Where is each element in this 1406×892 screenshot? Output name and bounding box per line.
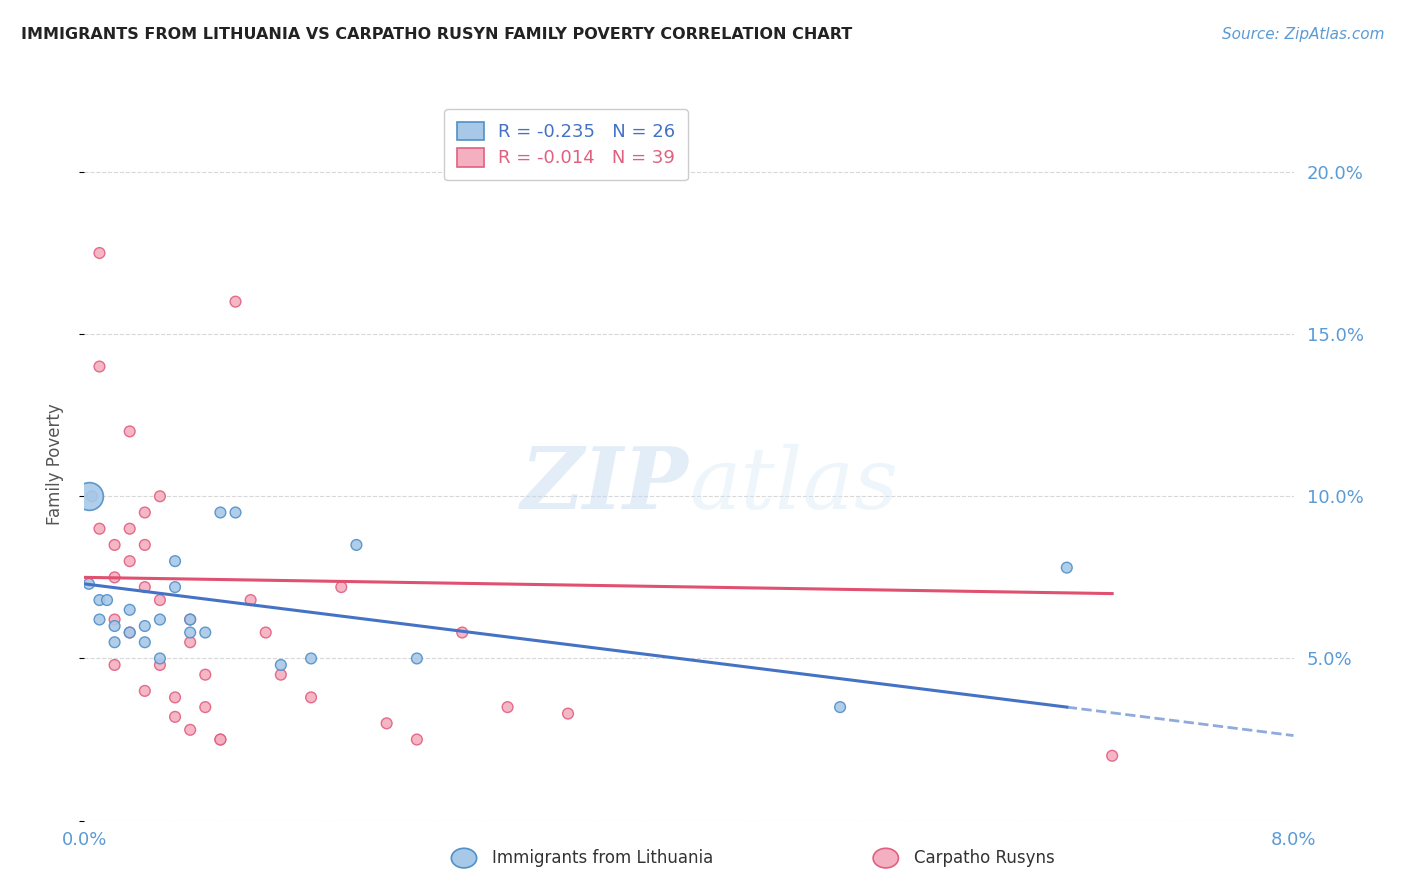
Point [89, 613, 111, 627]
Point [225, 294, 247, 309]
Point [254, 625, 277, 640]
Point [134, 684, 156, 698]
Text: Immigrants from Lithuania: Immigrants from Lithuania [492, 849, 713, 867]
Text: Source: ZipAtlas.com: Source: ZipAtlas.com [1222, 27, 1385, 42]
Point [134, 506, 156, 520]
Point [104, 635, 127, 649]
Point [346, 538, 368, 552]
Point [830, 700, 852, 714]
Point [165, 710, 187, 724]
Point [194, 700, 217, 714]
Point [557, 706, 579, 721]
Point [104, 613, 127, 627]
Point [149, 651, 172, 665]
Y-axis label: Family Poverty: Family Poverty [45, 403, 63, 524]
Point [149, 593, 172, 607]
Legend: R = -0.235   N = 26, R = -0.014   N = 39: R = -0.235 N = 26, R = -0.014 N = 39 [444, 109, 688, 180]
Point [165, 690, 187, 705]
Point [118, 522, 141, 536]
Point [270, 657, 292, 672]
Point [225, 506, 247, 520]
Point [89, 359, 111, 374]
Point [134, 619, 156, 633]
Point [149, 657, 172, 672]
Point [104, 619, 127, 633]
Point [165, 580, 187, 594]
Text: Carpatho Rusyns: Carpatho Rusyns [914, 849, 1054, 867]
Point [1056, 560, 1078, 574]
Point [299, 651, 322, 665]
Text: IMMIGRANTS FROM LITHUANIA VS CARPATHO RUSYN FAMILY POVERTY CORRELATION CHART: IMMIGRANTS FROM LITHUANIA VS CARPATHO RU… [21, 27, 852, 42]
Point [96, 593, 118, 607]
Point [1101, 748, 1123, 763]
Point [179, 635, 201, 649]
Point [80, 489, 103, 503]
Point [330, 580, 353, 594]
Point [134, 580, 156, 594]
Point [209, 506, 232, 520]
Point [179, 613, 201, 627]
Point [149, 613, 172, 627]
Point [451, 625, 474, 640]
Point [118, 625, 141, 640]
Point [77, 577, 100, 591]
Point [209, 732, 232, 747]
Point [194, 625, 217, 640]
Point [270, 667, 292, 681]
Point [496, 700, 519, 714]
Point [299, 690, 322, 705]
Point [134, 635, 156, 649]
Point [104, 570, 127, 584]
Point [375, 716, 398, 731]
Point [89, 246, 111, 260]
Point [118, 625, 141, 640]
Point [239, 593, 262, 607]
Point [194, 667, 217, 681]
Point [118, 603, 141, 617]
Point [77, 489, 100, 503]
Point [89, 593, 111, 607]
Point [406, 732, 429, 747]
Point [118, 554, 141, 568]
Point [118, 425, 141, 439]
Point [134, 538, 156, 552]
Point [104, 657, 127, 672]
Point [179, 613, 201, 627]
Point [104, 538, 127, 552]
Text: ZIP: ZIP [522, 443, 689, 527]
Point [179, 625, 201, 640]
Point [89, 522, 111, 536]
Point [179, 723, 201, 737]
Point [209, 732, 232, 747]
Point [149, 489, 172, 503]
Point [406, 651, 429, 665]
Text: atlas: atlas [689, 444, 898, 526]
Point [165, 554, 187, 568]
